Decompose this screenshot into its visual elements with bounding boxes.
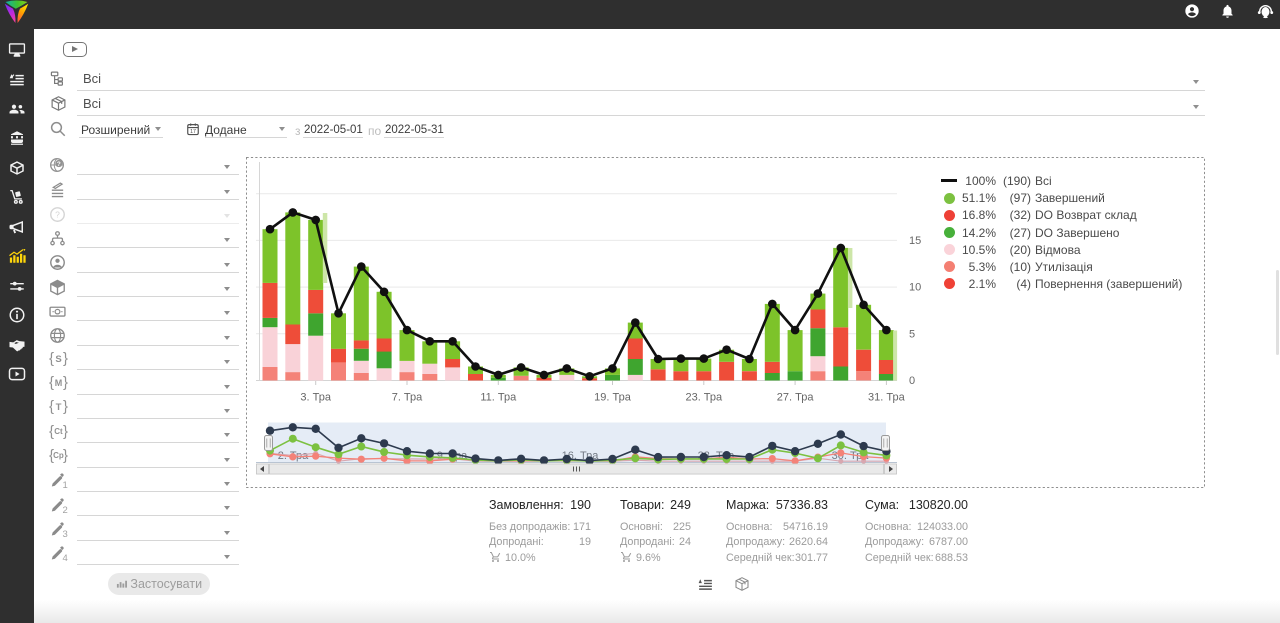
svg-text:17: 17	[190, 129, 196, 135]
svg-text:19. Тра: 19. Тра	[594, 392, 632, 404]
svg-text:11. Тра: 11. Тра	[480, 392, 517, 404]
svg-text:23. Тра: 23. Тра	[685, 392, 723, 404]
svg-text:0: 0	[909, 375, 915, 387]
svg-text:10: 10	[909, 282, 921, 294]
svg-text:?: ?	[57, 161, 61, 168]
svg-text:5: 5	[909, 328, 915, 340]
svg-text:7. Тра: 7. Тра	[392, 392, 423, 404]
svg-text:15: 15	[909, 235, 921, 247]
svg-text:?: ?	[55, 209, 60, 219]
svg-text:3. Тра: 3. Тра	[300, 392, 331, 404]
svg-text:31. Тра: 31. Тра	[868, 392, 906, 404]
svg-text:27. Тра: 27. Тра	[777, 392, 815, 404]
